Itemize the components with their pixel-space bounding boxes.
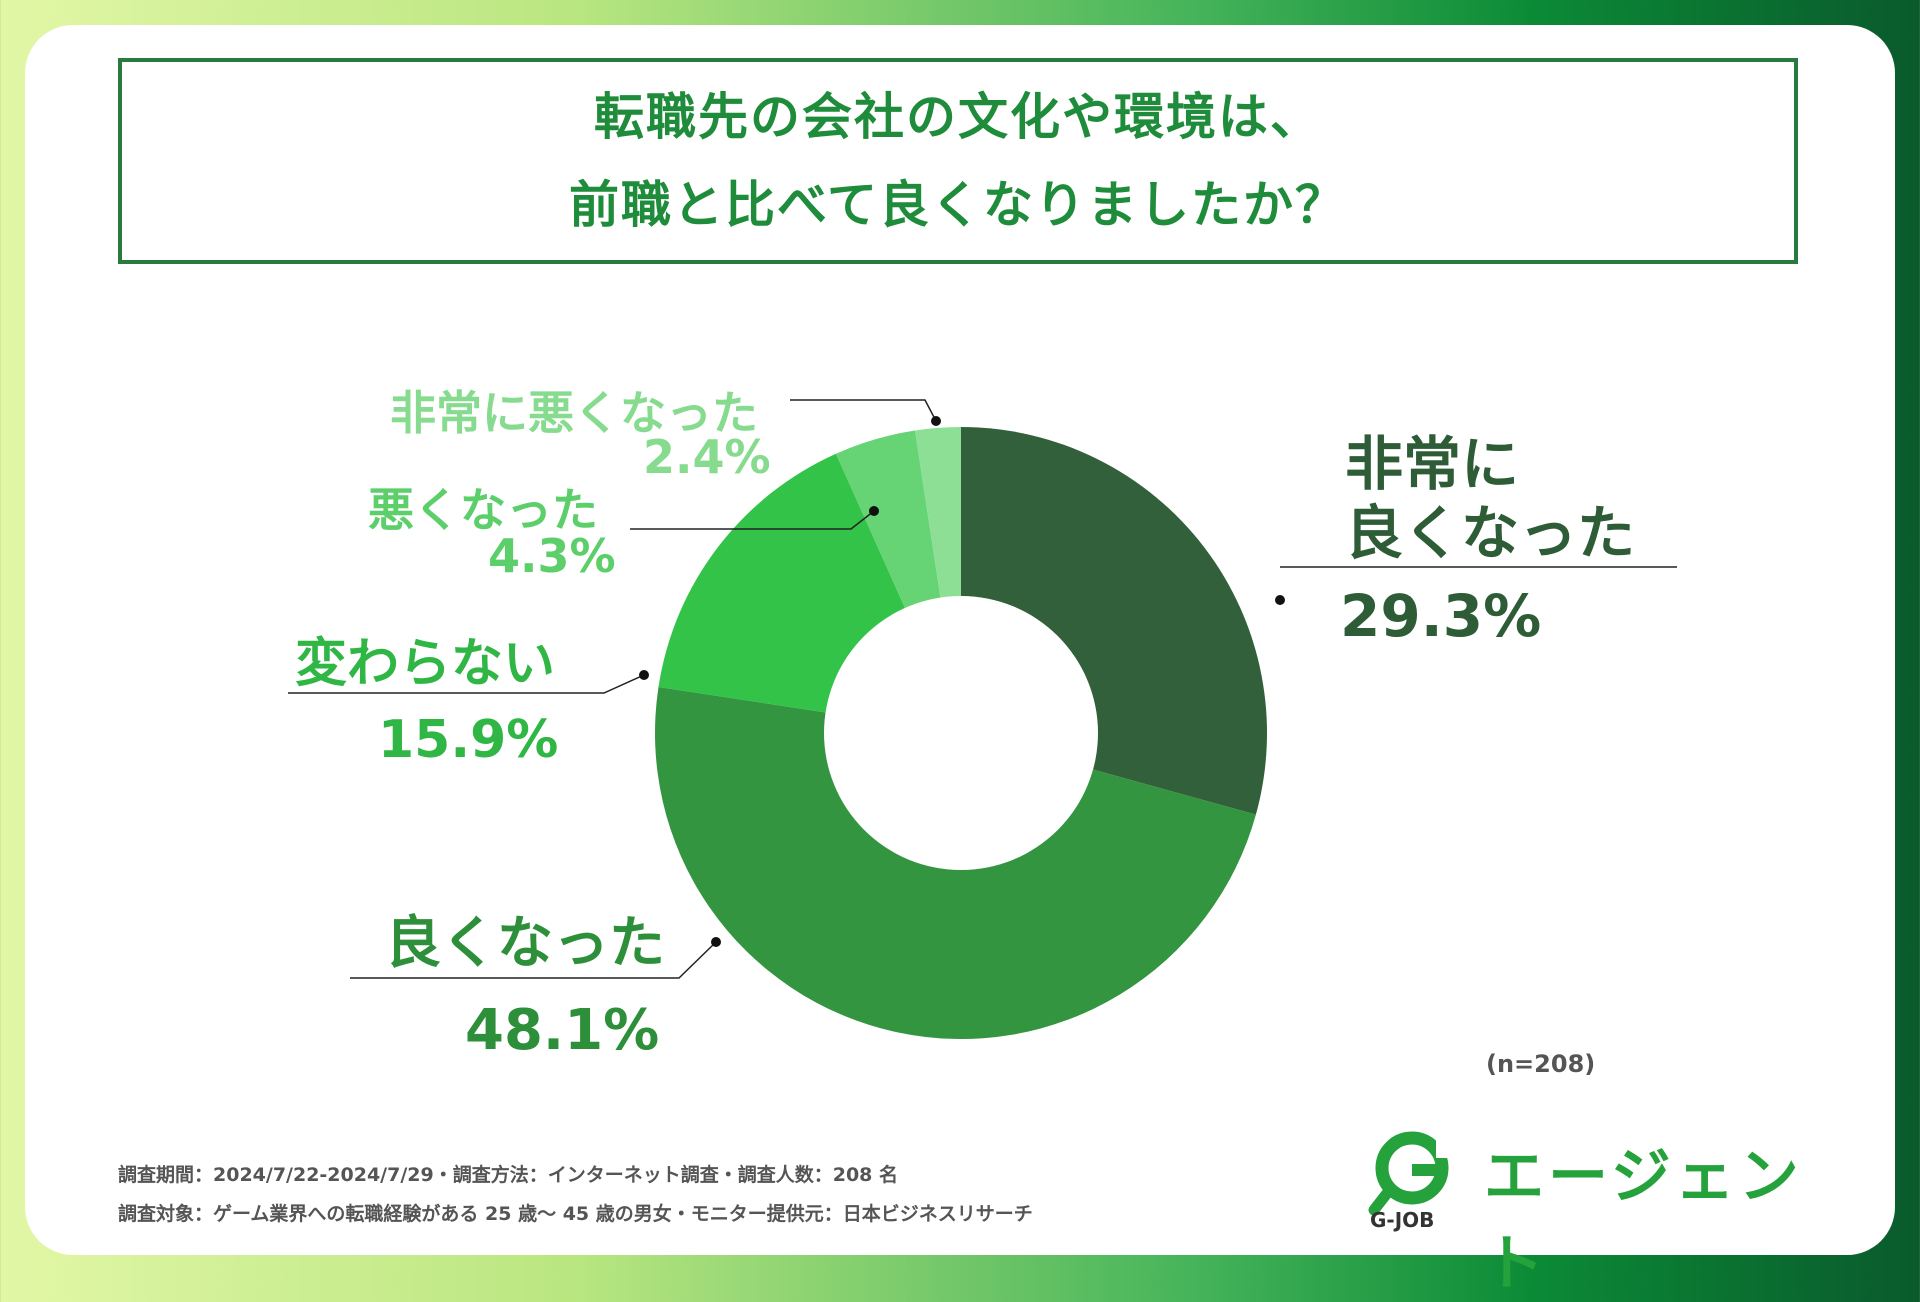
value-same: 15.9% [378, 710, 559, 770]
label-very-good-line1: 非常に [1345, 430, 1520, 498]
g-magnifier-logo-icon [1368, 1131, 1450, 1216]
value-good: 48.1% [465, 998, 660, 1063]
value-bad: 4.3% [488, 529, 616, 583]
label-very-bad: 非常に悪くなった [390, 386, 758, 440]
title-line-2: 前職と比べて良くなりましたか？ [569, 176, 1347, 234]
logo-agent-text: エージェント [1484, 1142, 1803, 1299]
survey-target-note: 調査対象：ゲーム業界への転職経験がある 25 歳〜 45 歳の男女・モニター提供… [118, 1203, 1033, 1225]
leader-bad [630, 510, 875, 530]
leader-dot-very-bad [931, 416, 941, 426]
survey-period-note: 調査期間：2024/7/22-2024/7/29・調査方法：インターネット調査・… [118, 1164, 899, 1186]
value-very-bad: 2.4% [643, 430, 771, 484]
leader-dot-same [639, 670, 649, 680]
leader-good [350, 941, 717, 979]
sample-size-label: (n=208) [1486, 1050, 1596, 1078]
label-bad: 悪くなった [368, 483, 598, 537]
leader-dot-very-good [1275, 595, 1285, 605]
label-same: 変わらない [295, 634, 556, 694]
title-line-1: 転職先の会社の文化や環境は、 [594, 88, 1322, 146]
question-title-box: 転職先の会社の文化や環境は、 前職と比べて良くなりましたか？ [118, 58, 1798, 264]
leader-dot-good [711, 937, 721, 947]
value-very-good: 29.3% [1340, 582, 1542, 650]
label-very-good-line2: 良くなった [1345, 499, 1636, 567]
label-good: 良くなった [385, 911, 665, 976]
leader-very-bad [790, 399, 937, 422]
donut-hole [824, 596, 1098, 870]
leader-same [288, 674, 645, 694]
logo-g-job-text: G-JOB [1370, 1208, 1435, 1232]
g-job-agent-logo: G-JOB エージェント [1368, 1126, 1823, 1299]
leader-dot-bad [869, 506, 879, 516]
